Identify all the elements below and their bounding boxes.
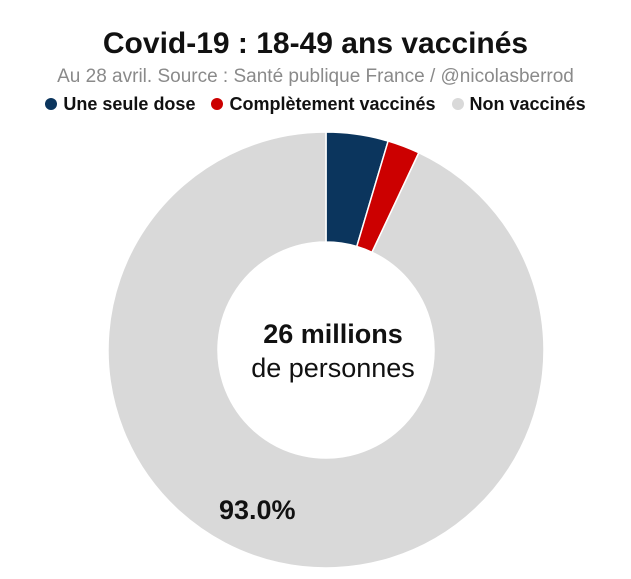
chart-title: Covid-19 : 18-49 ans vaccinés (102, 27, 529, 60)
legend-label-non-vaccines: Non vaccinés (469, 94, 586, 114)
legend-label-completement-vaccines: Complètement vaccinés (229, 94, 436, 114)
data-labels: 93.0% (219, 495, 296, 525)
legend-swatch-non-vaccines (451, 98, 464, 110)
chart-subtitle: Au 28 avril. Source : Santé publique Fra… (57, 66, 574, 87)
donut-slices (107, 131, 545, 569)
data-label-non-vaccines: 93.0% (219, 495, 296, 525)
legend-item-non-vaccines: Non vaccinés (451, 92, 586, 116)
center-label-total: 26 millions (263, 319, 403, 349)
slice-non-vaccines (107, 131, 545, 569)
legend-item-une-seule-dose: Une seule dose (45, 92, 195, 116)
legend-item-completement-vaccines: Complètement vaccinés (211, 92, 436, 116)
legend-swatch-completement-vaccines (211, 98, 224, 110)
chart-legend: Une seule dose Complètement vaccinés Non… (0, 92, 631, 116)
legend-label-une-seule-dose: Une seule dose (63, 94, 196, 114)
center-label-unit: de personnes (251, 353, 415, 383)
legend-swatch-une-seule-dose (45, 98, 58, 110)
